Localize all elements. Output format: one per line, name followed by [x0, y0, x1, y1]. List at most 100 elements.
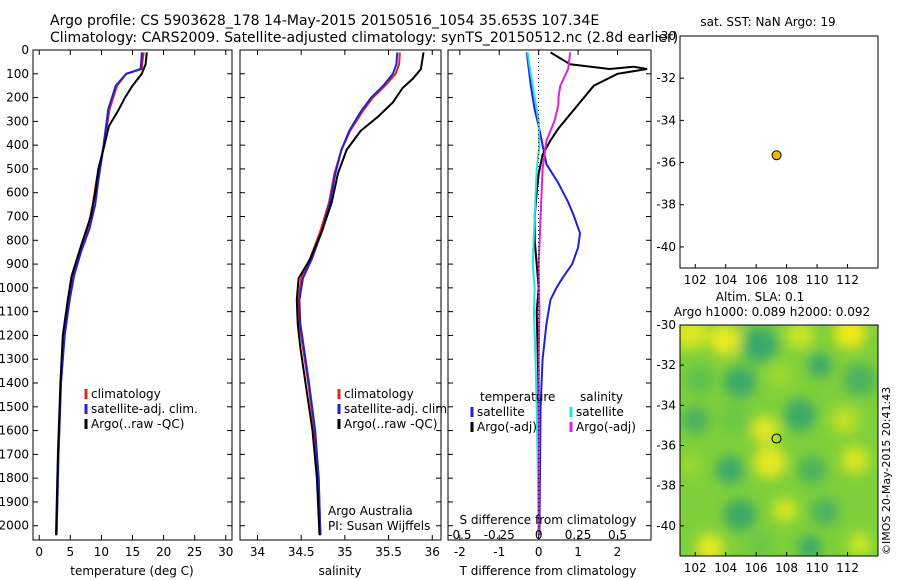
sst-map-ytick-label: -36 — [656, 156, 676, 170]
temp-legend-label: Argo(..raw -QC) — [91, 417, 184, 431]
diff-xtick-label: 0 — [535, 545, 543, 559]
sal-annotation-line1: Argo Australia — [328, 504, 413, 518]
sst-map-xtick-label: 110 — [806, 273, 829, 287]
temp-ytick-label: 600 — [6, 186, 29, 200]
temp-ytick-label: 500 — [6, 162, 29, 176]
sal-xtick-label: 35.5 — [375, 545, 402, 559]
sal-series-2-line — [295, 52, 425, 536]
diff-xtick-label: -2 — [454, 545, 466, 559]
sla-map-blob — [784, 399, 816, 431]
sst-map-ytick-label: -30 — [656, 29, 676, 43]
temp-ytick-label: 900 — [6, 257, 29, 271]
sla-map-blob — [834, 325, 866, 349]
sal-legend-label: satellite-adj. clim. — [344, 402, 451, 416]
diff-legend-temp-title: temperature — [480, 390, 555, 404]
sla-map-blob — [709, 325, 741, 356]
sla-map-xtick-label: 112 — [836, 561, 859, 575]
temp-ytick-label: 1700 — [0, 447, 29, 461]
temp-xtick-label: 0 — [35, 545, 43, 559]
sla-map-blob — [848, 533, 872, 556]
sla-map-frame — [679, 324, 879, 557]
sla-map-title-line2: Argo h1000: 0.089 h2000: 0.092 — [674, 305, 870, 319]
diff-s-tick-label: -0.5 — [448, 528, 471, 542]
diff-series-3-line — [537, 52, 572, 536]
sla-map-blob — [798, 456, 826, 484]
sal-legend-label: climatology — [344, 387, 414, 401]
sla-map-ytick-label: -36 — [656, 439, 676, 453]
sla-map-xtick-label: 104 — [714, 561, 737, 575]
temp-xlabel: temperature (deg C) — [70, 564, 193, 578]
sla-map-blob — [831, 406, 859, 434]
temp-xtick-label: 5 — [66, 545, 74, 559]
temp-ytick-label: 1800 — [0, 471, 29, 485]
temp-ytick-label: 1600 — [0, 424, 29, 438]
temp-ytick-label: 1900 — [0, 495, 29, 509]
sst-map-ytick-label: -34 — [656, 113, 676, 127]
sla-map-blob — [766, 361, 794, 389]
temp-series-2-line — [55, 52, 148, 536]
temp-xtick-label: 10 — [94, 545, 109, 559]
sal-xlabel: salinity — [318, 564, 361, 578]
temp-xtick-label: 20 — [156, 545, 171, 559]
sla-map-blob — [811, 498, 839, 526]
credit-text: ©IMOS 20-May-2015 20:41:43 — [880, 386, 893, 555]
sla-map-base — [680, 325, 878, 556]
sla-map-blob — [680, 325, 708, 350]
sla-map-blobs — [680, 325, 877, 556]
diff-legend-sal-title: salinity — [580, 390, 623, 404]
temp-ytick-label: 1400 — [0, 376, 29, 390]
sla-map-xtick-label: 102 — [684, 561, 707, 575]
diff-legend-label: Argo(-adj) — [477, 420, 537, 434]
temp-ytick-label: 1000 — [0, 281, 29, 295]
temp-ytick-label: 800 — [6, 233, 29, 247]
sal-xtick-label: 34 — [250, 545, 265, 559]
temp-xtick-label: 25 — [187, 545, 202, 559]
sla-map-blob — [680, 453, 702, 477]
sal-xtick-label: 35 — [337, 545, 352, 559]
temp-frame — [32, 49, 233, 541]
sla-map-xtick-label: 110 — [806, 561, 829, 575]
sla-map-blob — [754, 446, 786, 478]
temp-ytick-label: 300 — [6, 114, 29, 128]
sst-map-frame — [679, 35, 879, 269]
diff-s-tick-label: 0.25 — [565, 528, 592, 542]
sla-map-blob — [798, 536, 822, 556]
sla-map-blob — [686, 366, 714, 394]
sst-map-title: sat. SST: NaN Argo: 19 — [700, 15, 835, 29]
sst-map-xtick-label: 106 — [745, 273, 768, 287]
sla-map-xtick-label: 108 — [775, 561, 798, 575]
diff-xtick-label: 2 — [614, 545, 622, 559]
sla-map-field — [680, 325, 878, 556]
temp-ytick-label: 2000 — [0, 519, 29, 533]
temp-xtick-label: 15 — [125, 545, 140, 559]
temp-ytick-label: 1200 — [0, 328, 29, 342]
figure-title-line1: Argo profile: CS 5903628_178 14-May-2015… — [50, 13, 600, 29]
temp-ytick-label: 1500 — [0, 400, 29, 414]
sst-map-xtick-label: 104 — [714, 273, 737, 287]
diff-frame — [447, 49, 652, 541]
sla-map-blob — [746, 531, 774, 556]
diff-xlabel: T difference from climatology — [459, 564, 637, 578]
sla-map-blob — [853, 508, 877, 532]
temp-ytick-label: 1300 — [0, 352, 29, 366]
sla-map-blob — [724, 366, 756, 398]
diff-legend-label: satellite — [576, 405, 624, 419]
sst-map-ytick-label: -32 — [656, 71, 676, 85]
diff-series-1-line — [533, 51, 648, 536]
sla-map-blob — [808, 353, 832, 377]
diff-series-2-line — [526, 52, 541, 536]
diff-series-0-line — [525, 52, 582, 536]
sst-map-ytick-label: -38 — [656, 198, 676, 212]
temp-ytick-label: 700 — [6, 210, 29, 224]
diff-legend-label: Argo(-adj) — [576, 420, 636, 434]
sla-map-ytick-label: -32 — [656, 358, 676, 372]
diff-xtick-label: 1 — [574, 545, 582, 559]
temp-legend-label: climatology — [91, 387, 161, 401]
figure-title-line2: Climatology: CARS2009. Satellite-adjuste… — [50, 30, 679, 46]
diff-xtick-label: -1 — [493, 545, 505, 559]
sla-map-blob — [751, 416, 779, 444]
temp-ytick-label: 0 — [21, 43, 29, 57]
sal-frame — [239, 49, 442, 541]
sla-map-ytick-label: -30 — [656, 318, 676, 332]
